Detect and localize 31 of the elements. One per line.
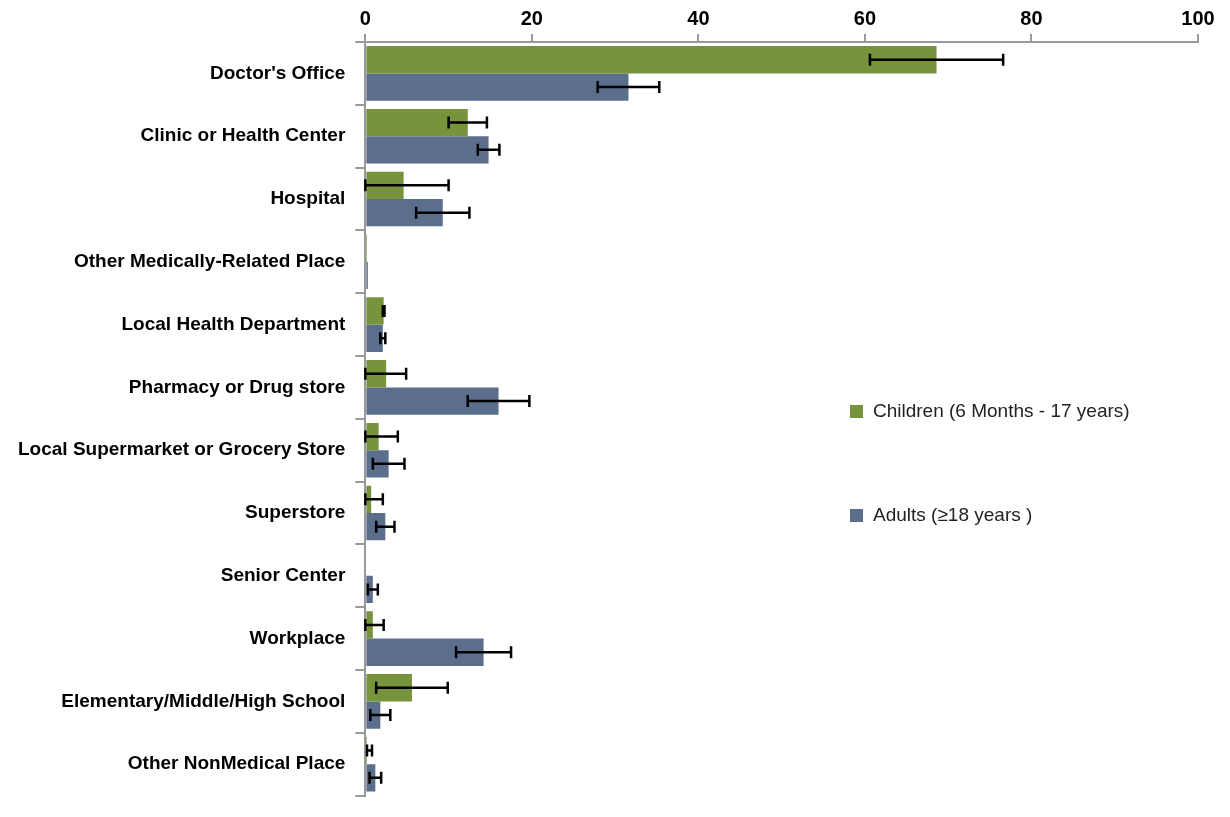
bar: [366, 324, 383, 352]
y-tick-label: Doctor's Office: [209, 61, 346, 83]
y-tick-label: Pharmacy or Drug store: [128, 375, 346, 397]
y-tick-label: Workplace: [249, 626, 346, 648]
y-tick-label: Local Supermarket or Grocery Store: [18, 438, 346, 460]
bar: [366, 108, 468, 137]
x-tick-label: 0: [359, 6, 371, 29]
bar: [366, 73, 629, 101]
legend-label: Children (6 Months - 17 years): [873, 400, 1130, 422]
x-tick-label: 60: [853, 6, 877, 29]
x-tick-label: 40: [687, 6, 710, 29]
y-tick-label: Clinic or Health Center: [140, 124, 346, 146]
y-tick-label: Other NonMedical Place: [127, 752, 346, 774]
bar: [366, 297, 384, 325]
x-tick-label: 100: [1181, 6, 1215, 29]
y-tick-label: Senior Center: [220, 564, 346, 586]
x-tick-label: 20: [520, 6, 543, 29]
legend-label: Adults (≥18 years ): [873, 504, 1033, 526]
y-tick-label: Elementary/Middle/High School: [61, 689, 346, 711]
y-tick-label: Other Medically-Related Place: [73, 250, 346, 272]
y-tick-label: Superstore: [245, 501, 346, 523]
bar: [366, 387, 499, 415]
bar: [366, 199, 443, 227]
bar: [366, 46, 937, 74]
bar: [366, 638, 484, 666]
x-tick-label: 80: [1020, 6, 1043, 29]
y-tick-label: Hospital: [270, 187, 346, 209]
y-tick-label: Local Health Department: [121, 312, 347, 334]
bar: [366, 136, 489, 164]
bar: [366, 513, 386, 541]
bar: [366, 450, 389, 478]
